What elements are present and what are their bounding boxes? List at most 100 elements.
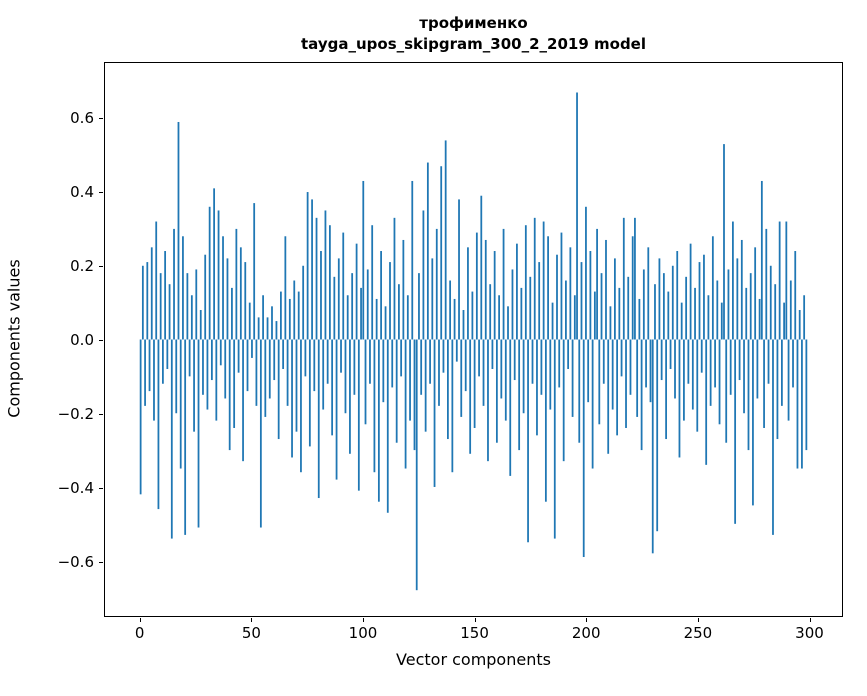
bar <box>734 339 737 524</box>
bar <box>302 265 305 340</box>
bar <box>729 339 732 395</box>
bar <box>558 339 561 388</box>
y-tick-label: 0.4 <box>70 182 94 201</box>
bar <box>636 339 639 417</box>
bar <box>288 298 291 340</box>
bar <box>709 339 712 406</box>
bar <box>495 339 498 443</box>
bar <box>502 228 505 340</box>
bar <box>297 291 300 340</box>
bar <box>215 339 218 421</box>
bar <box>153 339 155 421</box>
bar <box>596 228 598 340</box>
bar <box>774 284 777 340</box>
bar <box>547 236 549 340</box>
bar <box>344 339 347 414</box>
chart-title-word: трофименко <box>419 14 528 32</box>
bar <box>173 228 175 340</box>
bar <box>295 339 298 432</box>
bar <box>246 339 249 392</box>
bar <box>794 251 797 340</box>
bar <box>792 339 794 388</box>
bar <box>758 298 761 340</box>
bar <box>580 262 583 340</box>
bar <box>754 247 757 340</box>
bar <box>364 339 367 425</box>
bar <box>531 339 534 384</box>
bar <box>651 339 654 554</box>
bar <box>204 254 207 340</box>
bar <box>513 339 516 381</box>
y-tick-mark <box>99 265 103 267</box>
bar <box>518 339 521 451</box>
bar <box>248 302 251 340</box>
bar <box>186 273 189 340</box>
bar <box>268 339 271 399</box>
bar <box>351 273 354 340</box>
bar <box>322 339 325 410</box>
bar <box>475 232 478 340</box>
bar <box>498 295 500 340</box>
bar <box>487 339 489 462</box>
bar <box>489 284 492 340</box>
bar <box>333 276 336 340</box>
bar <box>522 339 525 414</box>
bar <box>315 217 318 340</box>
bar <box>144 339 146 406</box>
bar <box>524 225 527 340</box>
bar <box>585 206 587 340</box>
bar <box>589 251 592 340</box>
bar <box>611 339 614 410</box>
bar <box>271 306 273 340</box>
bar <box>676 251 679 340</box>
bar <box>776 339 779 440</box>
bar <box>711 236 714 340</box>
bar <box>696 339 699 432</box>
bar <box>371 225 374 340</box>
bar <box>620 339 623 377</box>
x-tick-mark <box>586 618 588 622</box>
bar <box>389 262 391 340</box>
bar <box>224 339 227 399</box>
x-tick-label: 0 <box>134 624 145 642</box>
bar <box>262 295 264 340</box>
bar <box>562 339 565 462</box>
x-tick-label: 50 <box>241 624 261 642</box>
bar <box>146 262 149 340</box>
bar <box>685 276 688 340</box>
bar <box>571 339 574 417</box>
bar <box>435 228 438 340</box>
bar <box>645 339 647 388</box>
bar <box>324 210 327 340</box>
bar <box>415 339 418 591</box>
bar <box>507 306 509 340</box>
x-tick-mark <box>139 618 141 622</box>
y-tick-mark <box>99 191 103 193</box>
bar <box>179 339 182 469</box>
bar <box>242 339 244 462</box>
bar <box>406 295 409 340</box>
bar <box>772 339 774 535</box>
bar <box>694 287 696 340</box>
bar <box>705 339 708 465</box>
x-tick-label: 300 <box>795 624 824 642</box>
bar <box>602 339 605 384</box>
bar <box>418 273 420 340</box>
bar <box>660 339 663 381</box>
bar <box>413 339 416 451</box>
bar <box>560 232 563 340</box>
bar <box>749 273 752 340</box>
bar <box>433 339 436 487</box>
bar <box>222 236 224 340</box>
bar <box>139 339 142 495</box>
bar <box>273 339 276 381</box>
bar <box>382 339 385 403</box>
bar <box>304 339 307 377</box>
bar <box>527 339 529 543</box>
bar <box>226 258 229 340</box>
bar <box>544 339 547 502</box>
bar <box>340 339 342 373</box>
bar <box>478 339 480 377</box>
bar <box>542 221 545 340</box>
